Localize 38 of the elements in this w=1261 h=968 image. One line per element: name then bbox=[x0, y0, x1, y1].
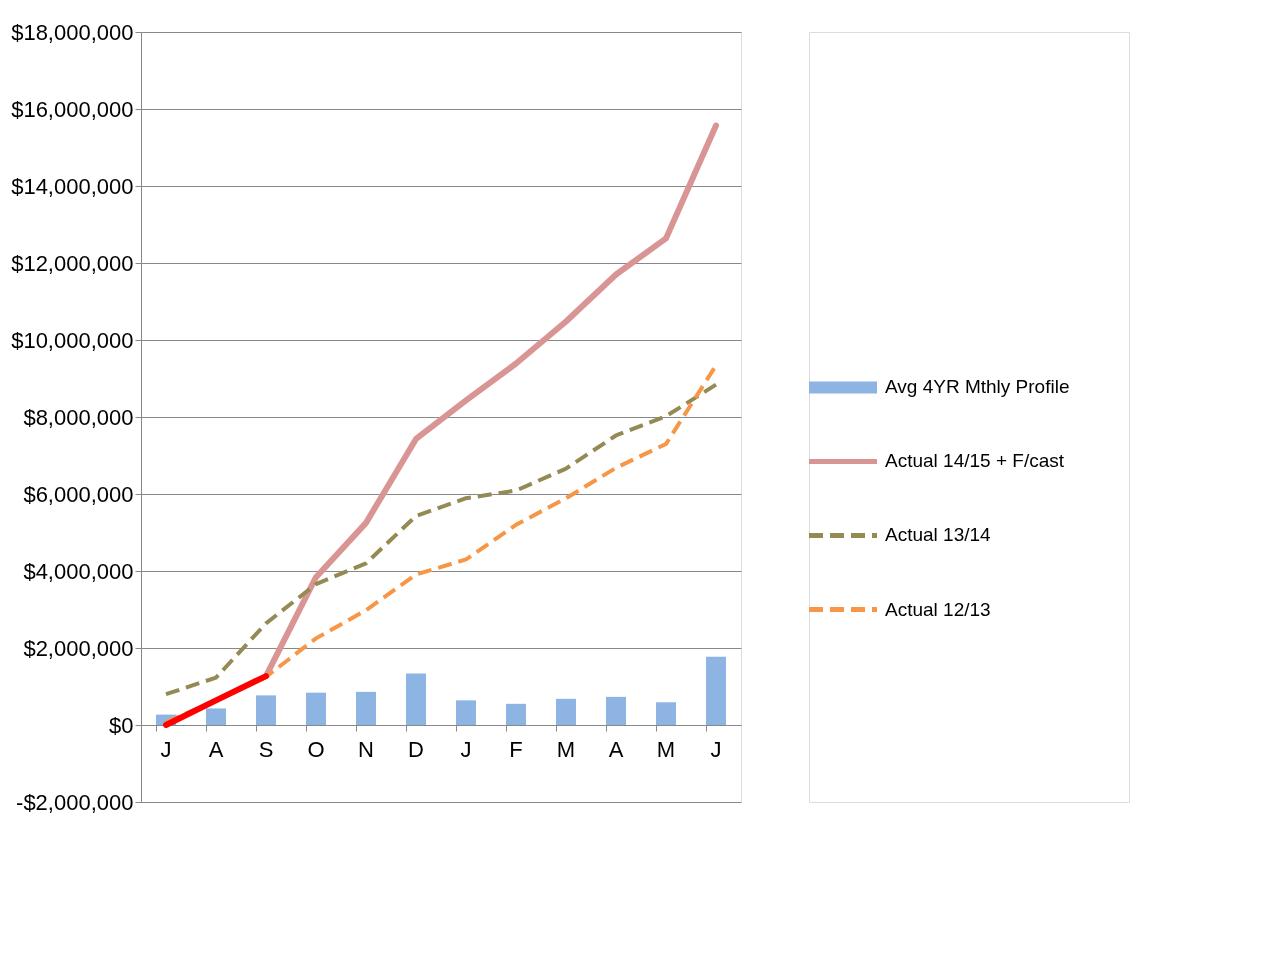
x-tick-label: O bbox=[307, 736, 325, 762]
y-tick-label: $6,000,000 bbox=[23, 481, 134, 507]
bar bbox=[556, 698, 576, 725]
bar bbox=[456, 700, 476, 725]
y-tick-label: $4,000,000 bbox=[23, 558, 134, 584]
bar bbox=[256, 695, 276, 725]
x-tick-label: S bbox=[258, 736, 274, 762]
y-tick-label: $0 bbox=[109, 712, 134, 738]
y-tick-label: $16,000,000 bbox=[11, 96, 134, 122]
x-tick-label: A bbox=[208, 736, 224, 762]
x-tick-label: A bbox=[608, 736, 624, 762]
legend-label: Avg 4YR Mthly Profile bbox=[885, 376, 1070, 398]
x-tick-label: M bbox=[556, 736, 576, 762]
x-tick-label: D bbox=[408, 736, 424, 762]
y-tick-label: $10,000,000 bbox=[11, 327, 134, 353]
y-tick-label: $12,000,000 bbox=[11, 250, 134, 276]
bar bbox=[606, 696, 626, 725]
x-tick-label: F bbox=[509, 736, 523, 762]
bar bbox=[506, 703, 526, 725]
legend-label: Actual 12/13 bbox=[885, 598, 991, 620]
y-tick-label: $18,000,000 bbox=[11, 19, 134, 45]
y-tick-label: $2,000,000 bbox=[23, 635, 134, 661]
legend-label: Actual 13/14 bbox=[885, 524, 992, 546]
bar bbox=[656, 702, 676, 725]
x-tick-label: J bbox=[460, 736, 472, 762]
y-tick-label: $14,000,000 bbox=[11, 173, 134, 199]
x-tick-label: M bbox=[656, 736, 676, 762]
bar bbox=[706, 656, 726, 725]
legend-label: Actual 14/15 + F/cast bbox=[885, 450, 1065, 472]
bar bbox=[206, 708, 226, 725]
y-tick-label: -$2,000,000 bbox=[16, 789, 134, 815]
bar bbox=[306, 692, 326, 725]
x-tick-label: J bbox=[710, 736, 722, 762]
x-tick-label: J bbox=[160, 736, 172, 762]
bar bbox=[406, 673, 426, 725]
y-tick-label: $8,000,000 bbox=[23, 404, 134, 430]
x-tick-label: N bbox=[358, 736, 374, 762]
bar bbox=[356, 691, 376, 725]
